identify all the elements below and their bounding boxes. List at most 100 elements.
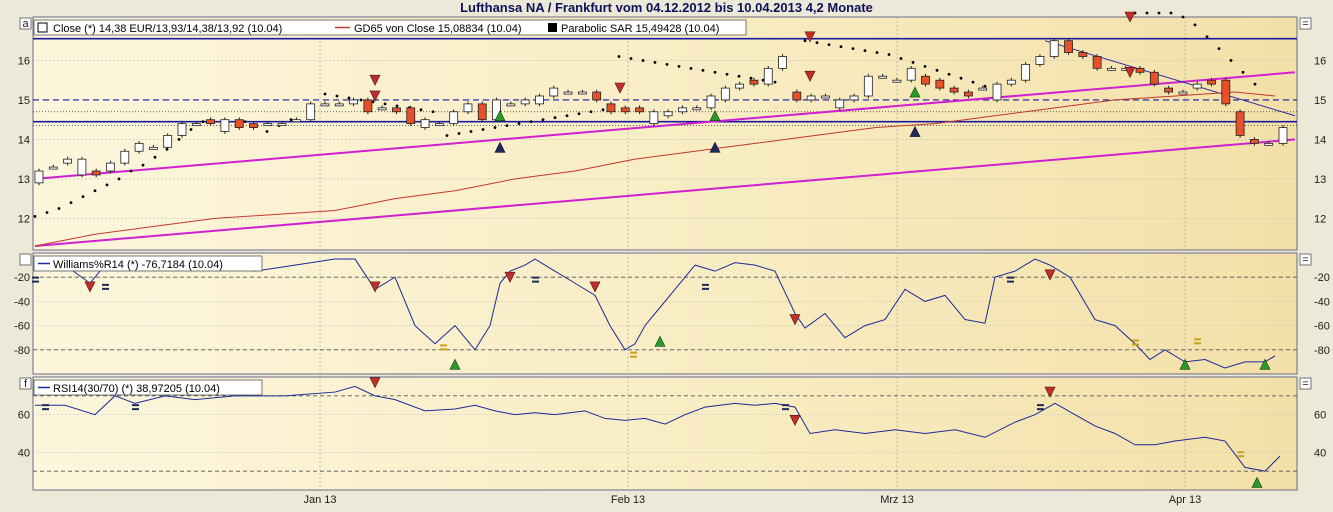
p2-legend: Williams%R14 (*) -76,7184 (10.04) (53, 259, 223, 271)
candle-body-75 (1107, 67, 1116, 71)
p2-ytick-right-3: -80 (1314, 345, 1330, 357)
p3-alt-mark-7 (1037, 404, 1044, 411)
candle-body-34 (520, 99, 530, 105)
candle-body-13 (220, 119, 230, 132)
sar-dot-37 (529, 120, 533, 124)
candle-body-7 (134, 142, 144, 152)
candle-body-45 (678, 107, 687, 113)
gd65-line (34, 91, 1276, 247)
p1-ytick-right-3: 15 (1314, 95, 1326, 107)
panel-menu-box-0 (1299, 17, 1312, 30)
sar-dot-44 (617, 55, 621, 58)
legend-sar-key (548, 23, 557, 32)
candle-body-11 (191, 123, 201, 127)
p3-signal-down-1 (789, 415, 801, 426)
candle-body-24 (377, 107, 387, 111)
sar-dot-51 (701, 68, 705, 72)
candle-body-37 (563, 91, 573, 95)
p3-indicator-line (35, 385, 1281, 472)
p2-signal-up-9 (1259, 358, 1271, 370)
p2-yellow-mark-3 (1194, 338, 1201, 345)
sar-dot-36 (517, 122, 521, 126)
sar-dot-61 (839, 45, 843, 49)
sar-dot-28 (419, 108, 423, 112)
candle-body-87 (1278, 127, 1288, 144)
candle-body-64 (949, 87, 959, 93)
candle-body-0 (34, 170, 44, 184)
p2-alt-mark-10 (32, 276, 39, 283)
sar-dot-59 (815, 41, 819, 45)
p1-signal-down-3 (614, 82, 626, 94)
sar-dot-1 (45, 211, 49, 214)
candle-body-5 (106, 162, 115, 172)
p3-legend: RSI14(30/70) (*) 38,97205 (10.04) (53, 383, 220, 395)
p3-alt-mark-4 (42, 404, 49, 411)
p3-ytick-right-0: 40 (1314, 447, 1326, 459)
candle-body-62 (921, 75, 930, 85)
p2-yellow-mark-0 (440, 344, 447, 351)
candle-body-1 (48, 166, 58, 170)
panel-tag-a: a (22, 18, 29, 30)
p2-alt-mark-11 (102, 283, 109, 290)
sar-dot-39 (553, 116, 557, 120)
p2-alt-mark-14 (1007, 276, 1014, 283)
panel-menu-box-2 (1299, 377, 1312, 390)
p2-signal-down-4 (789, 314, 801, 326)
panel-tag-box-1 (19, 253, 32, 266)
sar-dot-32 (469, 130, 473, 133)
sar-dot-64 (875, 51, 879, 54)
sar-dot-57 (773, 80, 777, 84)
p2-ytick-left-0: -20 (14, 272, 30, 284)
p3-ytick-left-0: 40 (18, 447, 30, 459)
candle-body-39 (592, 91, 602, 101)
candle-body-65 (964, 91, 973, 97)
sar-dot-67 (911, 61, 915, 64)
p2-ytick-left-2: -60 (14, 321, 30, 333)
candle-body-2 (63, 158, 72, 164)
sar-dot-8 (129, 169, 133, 173)
candle-body-84 (1235, 111, 1245, 136)
panel-background-1 (32, 252, 1298, 375)
sar-dot-46 (641, 59, 645, 62)
p1-ytick-left-1: 13 (18, 174, 30, 186)
sar-dot-41 (577, 112, 581, 116)
sar-dot-38 (541, 118, 545, 122)
candle-body-25 (392, 107, 401, 113)
sar-dot-42 (589, 110, 593, 114)
candle-body-85 (1250, 139, 1259, 144)
candle-body-53 (792, 91, 802, 101)
sar-dot-85 (1253, 82, 1257, 86)
candle-body-51 (763, 67, 773, 85)
panel-tag-box-2 (19, 377, 32, 390)
sar-dot-52 (713, 70, 717, 74)
sar-dot-55 (749, 76, 753, 80)
sar-dot-60 (827, 43, 831, 47)
candle-body-74 (1092, 56, 1102, 69)
candle-body-69 (1021, 63, 1031, 81)
sar-dot-23 (359, 98, 363, 102)
sar-dot-21 (335, 94, 339, 98)
candle-body-9 (163, 135, 173, 148)
candle-body-82 (1207, 79, 1216, 85)
p1-signal-alt-11 (494, 141, 506, 153)
sar-dot-65 (887, 53, 891, 56)
trendline-0 (34, 71, 1296, 180)
candle-body-86 (1264, 142, 1274, 146)
candle-body-50 (749, 79, 759, 85)
candle-body-41 (620, 107, 630, 113)
sar-dot-31 (457, 132, 461, 135)
sar-dot-20 (323, 92, 327, 96)
candle-body-21 (334, 103, 344, 107)
p2-alt-mark-12 (532, 276, 539, 283)
p2-signal-down-3 (589, 281, 601, 293)
p1-legend-box (33, 19, 747, 36)
sar-dot-72 (971, 80, 975, 84)
sar-dot-82 (1217, 47, 1221, 50)
sar-dot-79 (1181, 15, 1185, 19)
candle-body-31 (477, 103, 487, 121)
x-tick-label-0: Jan 13 (303, 494, 336, 506)
sar-dot-43 (601, 108, 605, 112)
p2-ytick-right-0: -20 (1314, 272, 1330, 284)
sar-dot-5 (93, 189, 97, 193)
